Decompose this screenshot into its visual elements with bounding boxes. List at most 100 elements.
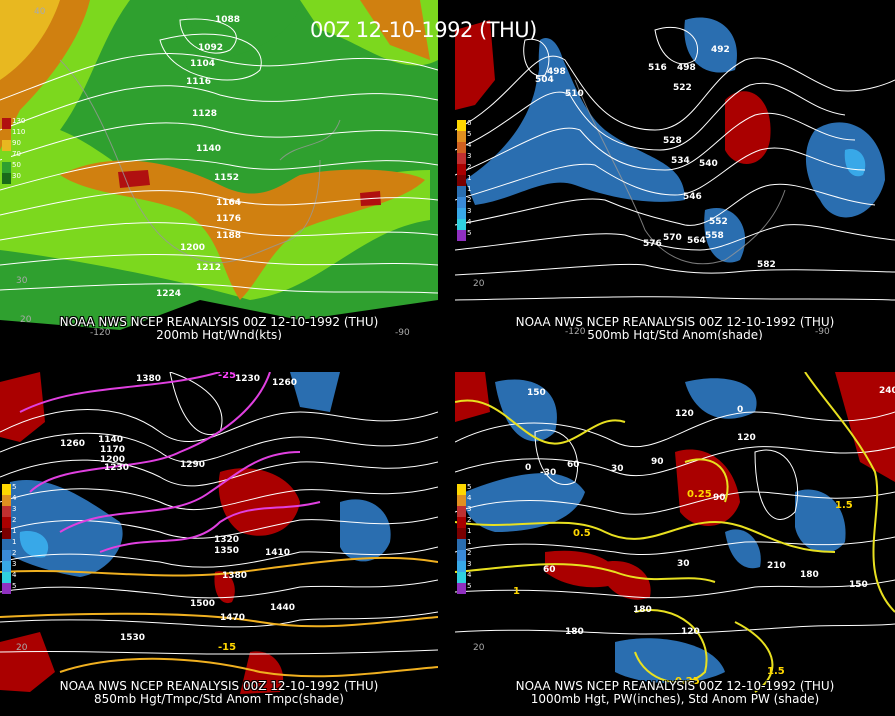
legend-label: 90 (12, 139, 21, 147)
anom-blue-nw (538, 38, 566, 102)
anom-blue-nw (495, 379, 557, 442)
contour-label-1290: 1290 (180, 460, 205, 470)
legend-label: 5 (467, 582, 472, 590)
legend-swatch: 110 (2, 128, 25, 140)
legend-swatch: 1 (457, 185, 471, 197)
legend-label: 4 (467, 218, 472, 226)
legend-swatch: 3 (457, 152, 471, 164)
legend-label: 1 (467, 538, 472, 546)
legend-swatch: 4 (2, 571, 16, 583)
anom-red-center (218, 468, 300, 536)
contour-label-1230b: 1230 (104, 463, 129, 473)
anom-red-center-south (605, 561, 651, 600)
panel-1000mb-pw: 0.25 0.5 1 1.5 0.25 1.5 150 120 90 60 30… (455, 372, 895, 716)
contour-label-1164: 1164 (216, 198, 241, 208)
anom-red-nw (455, 20, 495, 110)
contour-label-1176: 1176 (216, 214, 241, 224)
contour-label-30b: 30 (677, 559, 690, 569)
contour-label-1088: 1088 (215, 15, 240, 25)
pw-label-0.25: 0.25 (687, 489, 712, 500)
legend-label: 50 (12, 161, 21, 169)
contour-label-1092: 1092 (198, 43, 223, 53)
contour-label-1212: 1212 (196, 263, 221, 273)
legend-swatch: 5 (2, 483, 16, 495)
contour-label-1440: 1440 (270, 603, 295, 613)
axis-label-lat-40: 40 (34, 7, 46, 17)
legend-label: 3 (12, 560, 17, 568)
legend-label: 110 (12, 128, 26, 136)
legend-swatch: 3 (457, 505, 471, 517)
contour-label-582: 582 (757, 260, 776, 270)
contour-label-240: 240 (879, 386, 895, 396)
anom-blue-east (340, 499, 391, 562)
legend-label: 30 (12, 172, 21, 180)
legend-swatch: 2 (457, 549, 471, 561)
temp-label-neg15: -15 (218, 642, 236, 653)
panel-500mb-height: 504 498 510 516 498 492 522 528 534 540 … (455, 0, 895, 340)
pw-label-0.5: 0.5 (573, 528, 591, 539)
pw-label-1.5: 1.5 (767, 666, 785, 677)
caption-line2: 1000mb Hgt, PW(inches), Std Anom PW (sha… (530, 692, 820, 706)
legend-swatch: 70 (2, 150, 21, 162)
contour-label-90b: 90 (713, 493, 726, 503)
legend-swatch: 2 (457, 163, 471, 175)
contour-label-528: 528 (663, 136, 682, 146)
contour-label-558: 558 (705, 231, 724, 241)
contour-label-1224: 1224 (156, 289, 181, 299)
legend-label: 1 (12, 527, 17, 535)
panel-850mb-temp: -25 -15 1380 1260 1230 1140 1170 1200 12… (0, 372, 438, 716)
contour-label-1260: 1260 (272, 378, 297, 388)
contour-label-1320: 1320 (214, 535, 239, 545)
contour-label-540: 540 (699, 159, 718, 169)
legend-label: 4 (467, 571, 472, 579)
contour-label-120c: 120 (681, 627, 700, 637)
contour-label-1350: 1350 (214, 546, 239, 556)
legend-label: 4 (467, 494, 472, 502)
legend-label: 1 (467, 185, 472, 193)
contour-label-1410: 1410 (265, 548, 290, 558)
legend-swatch: 3 (457, 207, 471, 219)
contour-label-150: 150 (527, 388, 546, 398)
contour-label-498: 498 (547, 67, 566, 77)
temp-label-neg25: -25 (218, 372, 236, 381)
anom-red-south (214, 571, 235, 604)
axis-label-lat-20: 20 (473, 279, 485, 289)
map-500mb: 504 498 510 516 498 492 522 528 534 540 … (455, 0, 895, 340)
contour-label-522: 522 (673, 83, 692, 93)
legend-label: 5 (467, 130, 472, 138)
wind-shade-red-core (118, 170, 150, 188)
legend-swatch: 2 (2, 549, 16, 561)
axis-label-lat-20: 20 (16, 643, 28, 653)
caption-line2: 850mb Hgt/Tmpc/Std Anom Tmpc(shade) (94, 692, 344, 706)
contour-label-570: 570 (663, 233, 682, 243)
axis-label-lon-120: -120 (90, 328, 111, 338)
legend-swatch: 5 (457, 582, 471, 594)
legend-label: 3 (467, 207, 472, 215)
contour-label-1188: 1188 (216, 231, 241, 241)
legend-swatch: 90 (2, 139, 21, 151)
contour-label-1470: 1470 (220, 613, 245, 623)
axis-label-lon-90: -90 (395, 328, 410, 338)
contour-label-180b: 180 (633, 605, 652, 615)
legend-label: 4 (467, 141, 472, 149)
legend-label: 4 (12, 494, 17, 502)
contour-label-120: 120 (675, 409, 694, 419)
contour-label-30: 30 (611, 464, 624, 474)
legend-swatch: 1 (2, 527, 16, 539)
wind-shade-orange-jet (60, 160, 425, 300)
legend-label: 2 (467, 196, 472, 204)
legend-swatch: 4 (2, 494, 16, 506)
pw-label-1: 1 (513, 586, 520, 597)
contour-label-510: 510 (565, 89, 584, 99)
legend-label: 5 (12, 582, 17, 590)
legend-label: 130 (12, 117, 26, 125)
axis-label-lon-90: -90 (815, 327, 830, 337)
contour-label-552: 552 (709, 217, 728, 227)
legend-swatch: 5 (457, 130, 471, 142)
legend-swatch: 2 (457, 516, 471, 528)
legend-swatch: 5 (457, 229, 471, 241)
anom-blue-west (464, 473, 585, 532)
anom-cyan-west (19, 531, 49, 558)
legend-label: 5 (12, 483, 17, 491)
contour-label-1116: 1116 (186, 77, 211, 87)
